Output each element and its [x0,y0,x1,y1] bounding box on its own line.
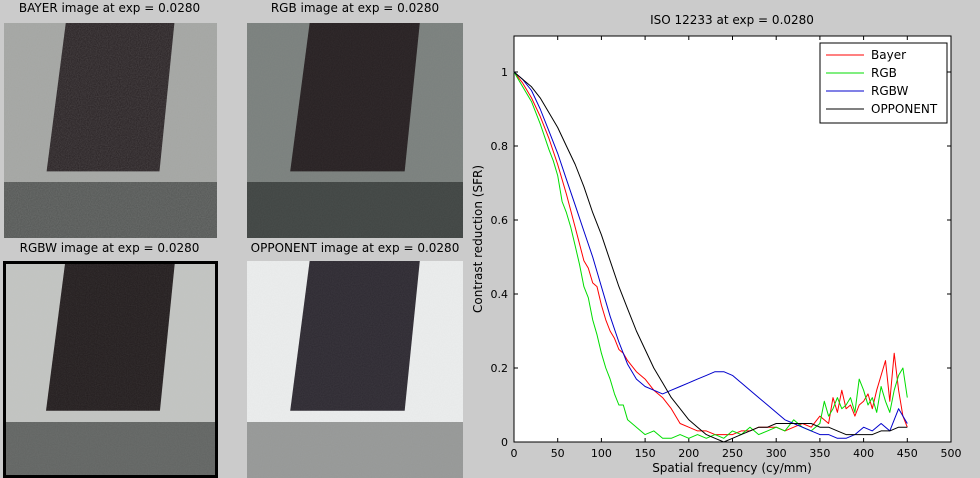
y-axis-label: Contrast reduction (SFR) [471,165,485,313]
x-tick-label: 300 [766,447,787,460]
y-tick-label: 0.6 [491,214,509,227]
x-tick-label: 150 [635,447,656,460]
selection-border [3,261,218,478]
x-tick-label: 250 [722,447,743,460]
x-tick-label: 100 [591,447,612,460]
image-panel-rgbw[interactable] [3,261,218,478]
target-image [247,261,463,478]
x-tick-label: 500 [941,447,962,460]
series-line-rgbw [513,71,908,439]
legend-label-opponent: OPPONENT [871,102,938,116]
target-image [4,23,217,238]
y-tick-label: 0 [501,436,508,449]
y-tick-label: 0.8 [491,140,509,153]
y-tick-label: 1 [501,66,508,79]
legend-box [819,42,948,124]
x-tick-label: 50 [551,447,565,460]
x-tick-label: 350 [809,447,830,460]
legend-label-bayer: Bayer [871,48,906,62]
legend-label-rgb: RGB [871,66,897,80]
chart-legend: Bayer RGB RGBW OPPONENT [819,42,948,124]
y-tick-label: 0.4 [491,288,509,301]
image-panel-rgb[interactable] [247,23,463,238]
chart-title: ISO 12233 at exp = 0.0280 [650,13,814,27]
x-tick-label: 200 [678,447,699,460]
x-tick-label: 0 [511,447,518,460]
target-image [3,261,218,478]
panel-title-rgbw: RGBW image at exp = 0.0280 [19,241,200,255]
series-line-opponent [513,71,908,443]
y-tick-label: 0.2 [491,362,509,375]
panel-title-bayer: BAYER image at exp = 0.0280 [18,1,201,15]
x-tick-label: 450 [897,447,918,460]
x-axis-label: Spatial frequency (cy/mm) [652,461,812,475]
panel-title-rgb: RGB image at exp = 0.0280 [270,1,440,15]
series-line-rgb [513,71,908,439]
target-image [247,23,463,238]
image-panel-opponent[interactable] [247,261,463,478]
image-panel-bayer[interactable] [4,23,217,238]
panel-title-opponent: OPPONENT image at exp = 0.0280 [250,241,460,255]
x-tick-label: 400 [853,447,874,460]
legend-label-rgbw: RGBW [871,84,908,98]
axis-ticks: 0 50 100 150 200 250 300 350 400 450 500 0 0.2 0.4 0.6… [491,36,962,460]
series-lines [513,71,908,443]
